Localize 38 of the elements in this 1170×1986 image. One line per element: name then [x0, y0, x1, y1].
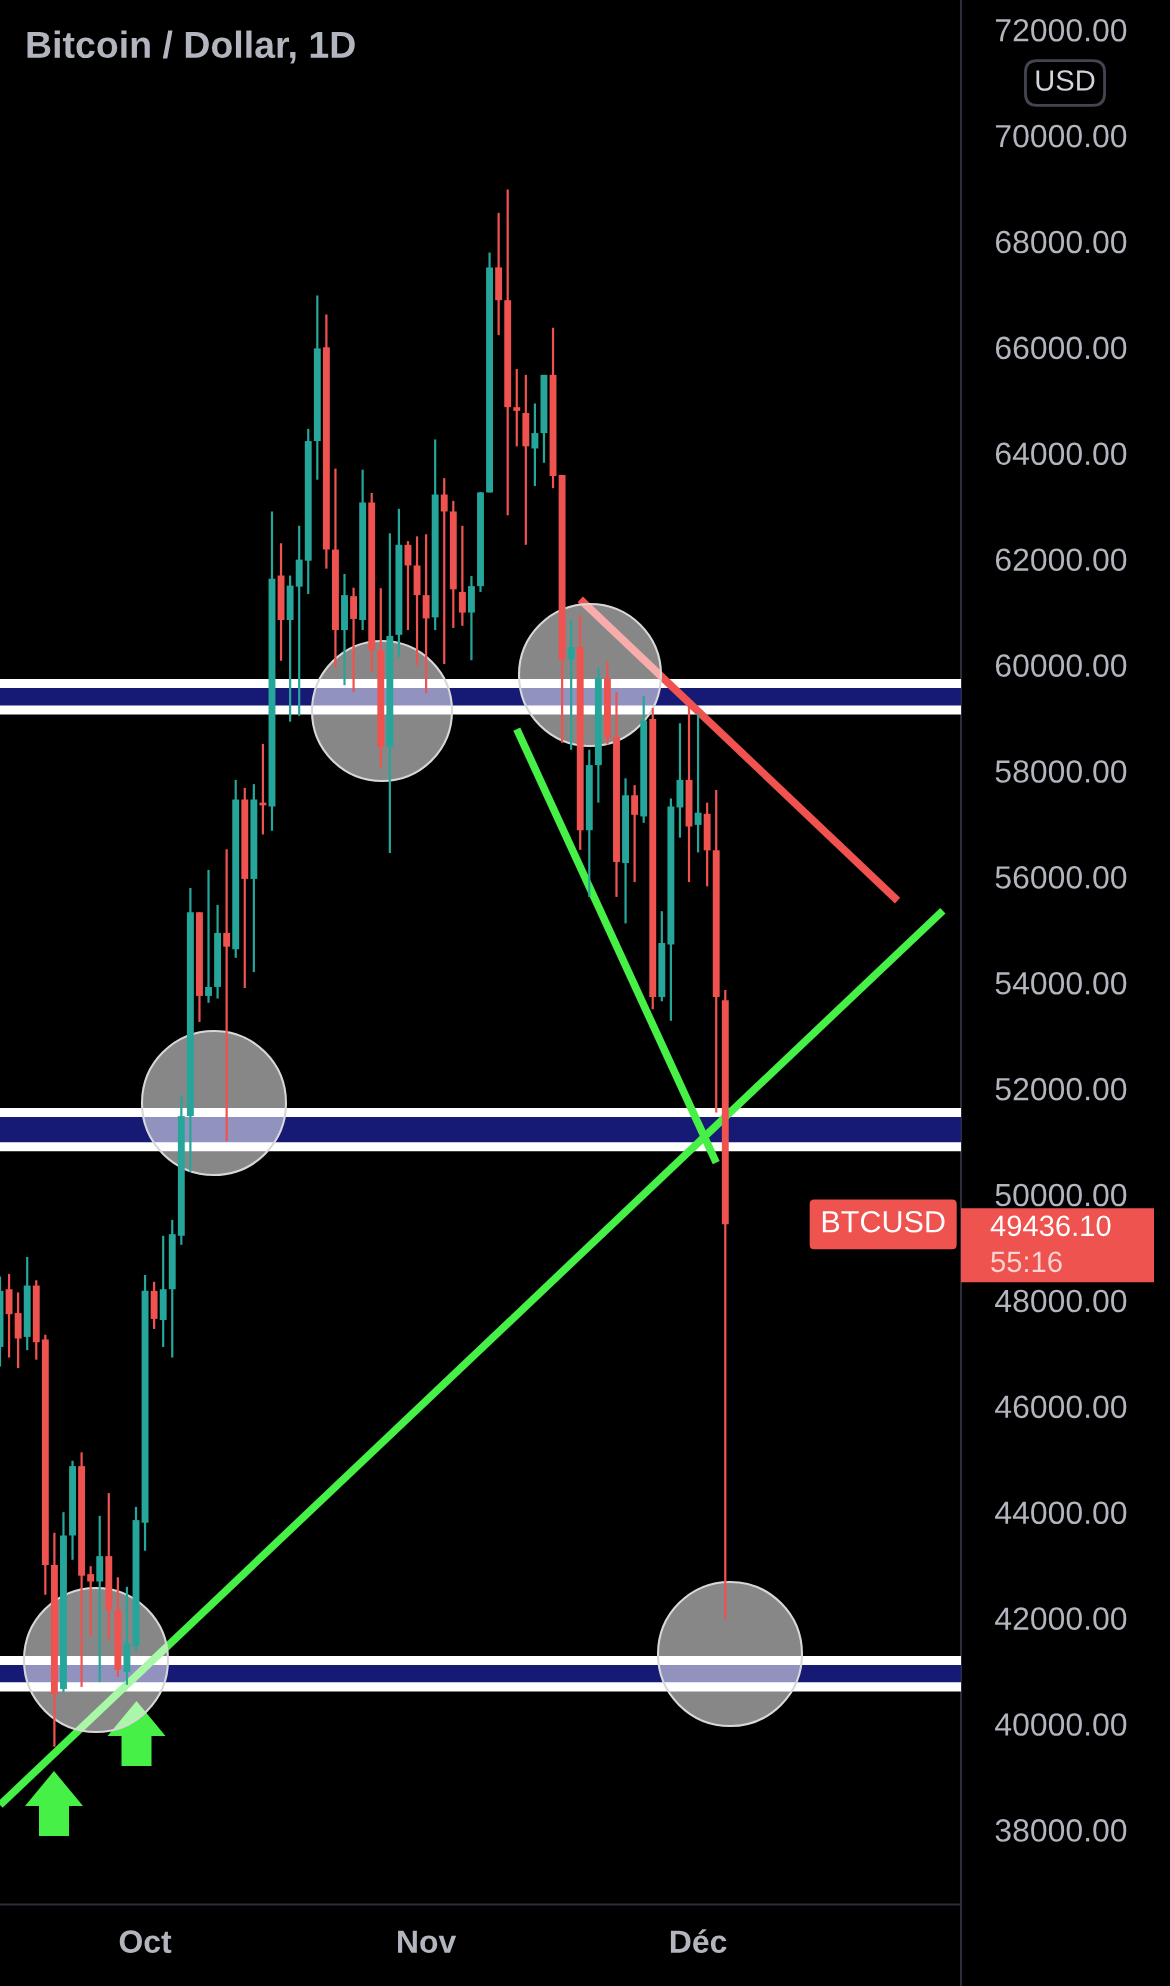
y-tick-label: 38000.00 — [995, 1819, 1127, 1842]
y-tick-label: 44000.00 — [995, 1501, 1127, 1525]
y-tick-label: 54000.00 — [995, 971, 1127, 995]
annotation: BTCUSD — [822, 1210, 945, 1233]
y-tick-label: 62000.00 — [995, 548, 1127, 572]
y-tick-label: 64000.00 — [995, 442, 1127, 466]
candlestick — [87, 1565, 95, 1638]
candlestick — [513, 367, 521, 448]
candlestick — [458, 524, 466, 627]
y-tick-label: 46000.00 — [995, 1395, 1127, 1419]
y-tick-label: 70000.00 — [995, 124, 1127, 148]
y-tick-label: 52000.00 — [995, 1077, 1127, 1101]
candlestick — [205, 868, 212, 1004]
y-tick-label: 50000.00 — [995, 1183, 1127, 1207]
candlestick — [694, 712, 702, 854]
y-tick-label: 42000.00 — [995, 1607, 1127, 1630]
x-tick-label: Oct — [119, 1930, 172, 1953]
text: 55:16 — [991, 1251, 1062, 1273]
candlestick — [440, 477, 448, 666]
y-tick-label: 58000.00 — [995, 760, 1127, 783]
candlestick — [631, 784, 639, 884]
text: Bitcoin / Dollar, 1D — [27, 30, 355, 64]
candlestick — [223, 848, 231, 1143]
candlestick — [567, 618, 575, 751]
y-tick-label: 48000.00 — [995, 1289, 1127, 1313]
y-tick-label: 40000.00 — [995, 1713, 1127, 1736]
candlestick — [350, 586, 358, 694]
x-tick-label: Déc — [670, 1929, 727, 1953]
y-tick-label: 72000.00 — [995, 18, 1127, 42]
text: 49436.10 — [990, 1215, 1111, 1237]
y-tick-label: 66000.00 — [995, 336, 1127, 360]
candlestick — [422, 533, 430, 695]
y-tick-label: 68000.00 — [995, 230, 1127, 254]
text: USD — [1036, 70, 1095, 91]
x-tick-label: Nov — [398, 1930, 457, 1953]
y-tick-label: 56000.00 — [995, 866, 1127, 889]
y-tick-label: 60000.00 — [995, 654, 1127, 677]
candlestick — [531, 402, 539, 488]
